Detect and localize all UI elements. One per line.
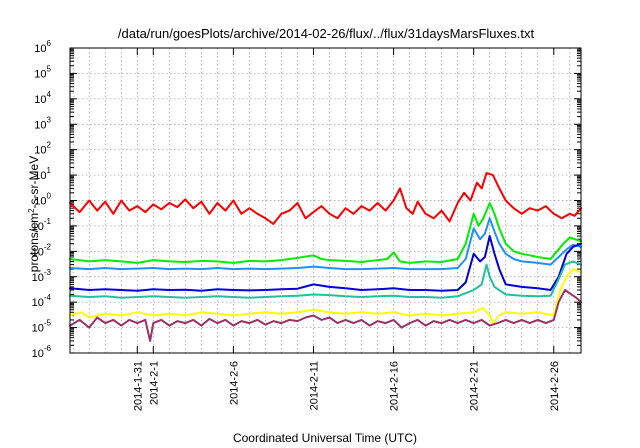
y-tick-label-base: 10 [34,170,46,182]
y-tick-label: 106 [34,39,51,55]
y-tick-label: 103 [34,115,51,131]
series-line-6 [69,268,582,325]
y-tick-label-exponent: 1 [47,166,52,175]
y-tick-label-base: 10 [32,323,44,335]
y-tick-label: 10-3 [32,268,52,284]
y-axis-label: protons/cm2-s-sr-MeV [27,156,41,272]
y-tick-label-exponent: -1 [44,217,52,226]
series-line-5 [69,260,582,299]
y-axis-label-base: protons/cm [27,213,41,272]
y-tick-label-base: 10 [32,221,44,233]
series-line-4 [69,235,582,292]
x-tick-labels: 2014-1-31 2014-2-1 2014-2-6 2014-2-11 2014-2… [132,361,560,411]
y-tick-label: 105 [34,64,51,80]
y-tick-label-exponent: -5 [44,319,52,328]
y-tick-label-base: 10 [34,196,46,208]
series-line-2 [69,202,582,264]
y-tick-label-base: 10 [32,348,44,360]
y-tick-label-exponent: -3 [44,268,52,277]
x-tick-label: 2014-2-16 [389,361,401,411]
y-tick-label-base: 10 [34,94,46,106]
y-tick-label-exponent: -6 [44,344,52,353]
y-tick-label-exponent: -2 [44,242,52,251]
y-tick-label: 10-2 [32,242,52,258]
y-tick-label-base: 10 [34,43,46,55]
series-line-1 [69,172,582,225]
y-tick-label-base: 10 [32,297,44,309]
plot-frame [69,47,582,354]
y-tick-labels: 10-610-510-410-310-210-11001011021031041… [32,39,52,360]
y-axis-label-rest: -s-sr-MeV [27,156,41,209]
y-tick-label-exponent: 0 [47,192,52,201]
x-tick-label: 2014-2-1 [148,361,160,405]
y-tick-label-exponent: -4 [44,293,52,302]
y-tick-label-exponent: 4 [47,90,52,99]
x-tick-label: 2014-2-26 [549,361,561,411]
x-axis-label: Coordinated Universal Time (UTC) [233,431,417,445]
chart-title: /data/run/goesPlots/archive/2014-02-26/f… [118,26,535,41]
y-tick-label: 10-1 [32,217,52,233]
y-tick-label: 10-4 [32,293,52,309]
x-tick-label: 2014-2-21 [469,361,481,411]
y-tick-label: 100 [34,192,51,208]
y-tick-label-exponent: 6 [47,39,52,48]
series-line-7 [69,289,582,342]
y-axis-label-sup: 2 [27,208,36,213]
y-tick-label-exponent: 5 [47,64,52,73]
y-tick-label-base: 10 [34,68,46,80]
y-tick-label-base: 10 [32,246,44,258]
y-tick-label: 101 [34,166,51,182]
y-tick-label-exponent: 3 [47,115,52,124]
x-tick-label: 2014-1-31 [132,361,144,411]
x-tick-label: 2014-2-6 [228,361,240,405]
y-tick-label: 10-5 [32,319,52,335]
y-tick-label-base: 10 [34,145,46,157]
series-lines [69,172,582,342]
y-tick-label-exponent: 2 [47,141,52,150]
y-tick-label-base: 10 [32,272,44,284]
y-tick-label-base: 10 [34,119,46,131]
series-line-3 [69,217,582,271]
x-tick-label: 2014-2-11 [308,361,320,410]
y-tick-label: 10-6 [32,344,52,360]
y-tick-label: 104 [34,90,51,106]
y-tick-label: 102 [34,141,51,157]
